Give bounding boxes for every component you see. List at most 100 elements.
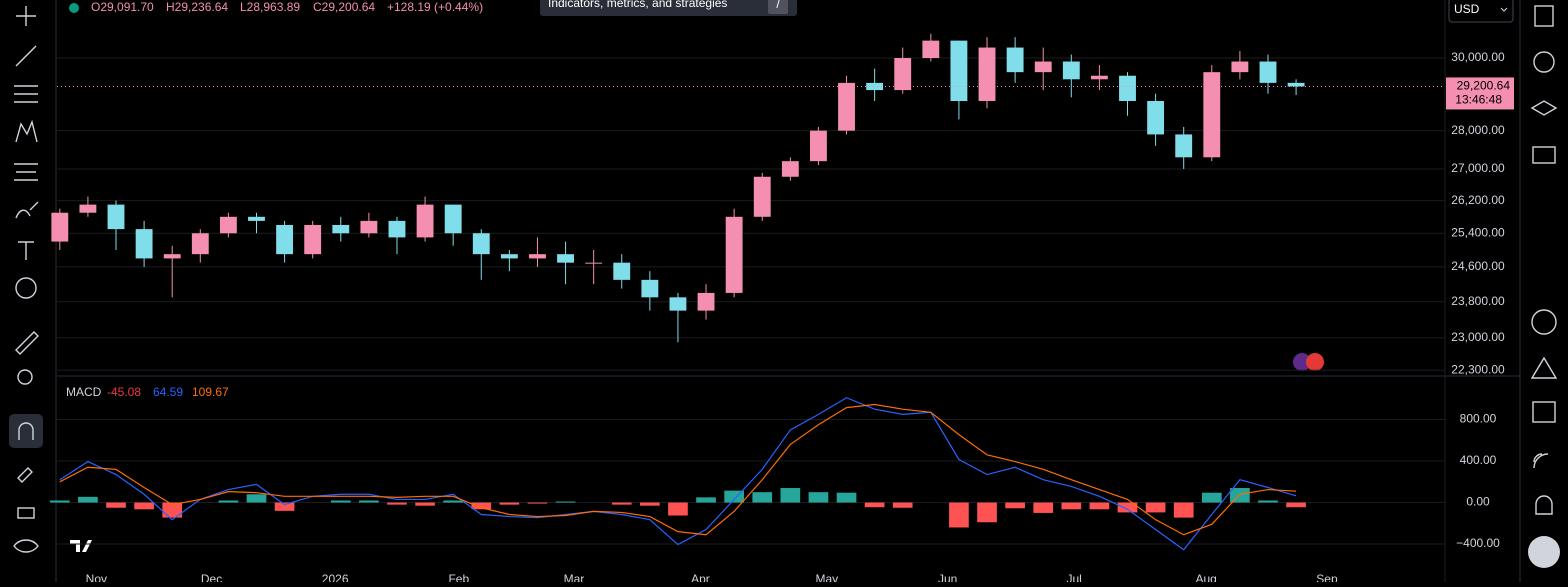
event-marker[interactable] [1293,353,1311,371]
plot-area: 30,000.00 28,000.00 27,000.00 26,200.00 25,4… [49,33,1514,586]
stream-icon[interactable] [1533,453,1549,469]
histogram-bar [892,502,913,508]
candle-body [360,220,378,234]
measure-tool[interactable] [15,331,39,355]
candle-body [51,212,69,242]
histogram-bar [246,494,267,503]
dropdown-arrow [1500,7,1508,12]
candle-body [641,279,659,298]
histogram-bar [330,500,351,503]
candle-body [613,262,631,280]
candle-body [838,82,855,131]
visibility-tool[interactable] [13,539,39,553]
zoom-tool[interactable] [17,369,33,385]
candle-body [191,233,209,255]
price-label: 29,200.64 [1457,79,1511,93]
candle-body [219,216,237,234]
tradingview-logo [70,540,92,552]
ohlc-change: +128.19 (+0.44%) [387,0,483,14]
candle-body [922,40,940,59]
market-status [69,3,79,13]
icon-tool[interactable] [15,277,37,299]
candle-body [978,47,996,101]
candle-body [866,82,884,91]
y-tick-label: 23,000.00 [1451,330,1505,344]
x-tick-label: Feb [448,572,469,582]
ohlc-low: L28,963.89 [240,0,300,14]
chat-icon[interactable] [1532,146,1556,164]
stay-drawing-tool[interactable] [17,467,33,483]
candle-body [585,262,603,264]
right-sidebar [1519,0,1560,582]
text-tool[interactable] [18,241,34,260]
histogram-bar [752,492,773,503]
ideas-icon[interactable] [1530,356,1558,379]
y-tick-label: 25,400.00 [1451,225,1505,239]
histogram-bar [387,502,407,505]
y-tick-label: 26,200.00 [1451,193,1505,207]
candle-body [1034,61,1052,73]
candle-body [669,297,687,311]
brush-tool[interactable] [15,201,39,219]
y-tick-label: 24,600.00 [1451,259,1505,273]
candle-body [529,254,546,259]
x-tick-label: Aug [1195,572,1216,582]
macd-line-value: 64.59 [153,385,183,399]
y-tick-label: 0.00 [1466,495,1490,509]
y-tick-label: −400.00 [1456,536,1500,550]
histogram-bar [106,502,126,508]
watchlist-icon[interactable] [1534,5,1554,27]
event-marker[interactable] [1306,353,1324,371]
histogram-bar [1173,502,1194,518]
x-tick-label: Dec [201,572,222,582]
histogram-bar [499,502,520,505]
y-tick-label: 400.00 [1460,453,1497,467]
candle-body [500,254,518,259]
projection-tool[interactable] [14,163,38,181]
candle-body [1147,100,1165,135]
currency: USD [1454,2,1480,16]
candle-body [416,204,434,238]
lock-tool[interactable] [17,507,35,519]
ohlc-open: O29,091.70 [91,0,154,14]
candle-body [894,58,912,91]
candle-body [1287,82,1305,87]
y-tick-label: 28,000.00 [1451,123,1505,137]
calendar-icon[interactable] [1532,401,1556,423]
notifications-icon[interactable] [1535,495,1553,515]
pattern-tool[interactable] [15,119,38,143]
y-tick-label: 23,800.00 [1451,294,1505,308]
x-tick-label: Jul [1066,572,1081,582]
histogram-bar [49,500,70,503]
layers-icon[interactable] [1530,100,1558,116]
candle-body [1006,47,1024,73]
currency-select[interactable] [1448,0,1514,23]
histogram-bar [274,502,295,511]
trend-line-tool[interactable] [15,45,37,67]
price-label-box [1446,77,1514,110]
candle-body [1203,72,1221,158]
histogram-bar [780,488,801,503]
crosshair-tool[interactable] [16,6,36,26]
candle-body [753,176,771,217]
magnet-tool[interactable] [18,422,34,440]
alerts-icon[interactable] [1533,51,1555,73]
histogram-bar [949,502,969,528]
histogram-bar [1033,502,1054,513]
candle-body [79,204,97,213]
candle-body [163,254,181,259]
histogram-bar [218,500,239,503]
candle-body [1259,61,1277,83]
fib-tool[interactable] [14,85,38,103]
tooltip-text: Indicators, metrics, and strategies [548,0,727,10]
magnet-active[interactable] [9,414,43,448]
target-icon[interactable] [1531,309,1557,335]
histogram-bar [977,502,997,523]
candle-body [472,233,490,255]
apps-icon[interactable] [1528,536,1560,568]
histogram-bar [1061,502,1082,510]
x-tick-label: Mar [564,572,585,582]
y-tick-label: 30,000.00 [1451,50,1505,64]
candle-body [276,224,294,255]
